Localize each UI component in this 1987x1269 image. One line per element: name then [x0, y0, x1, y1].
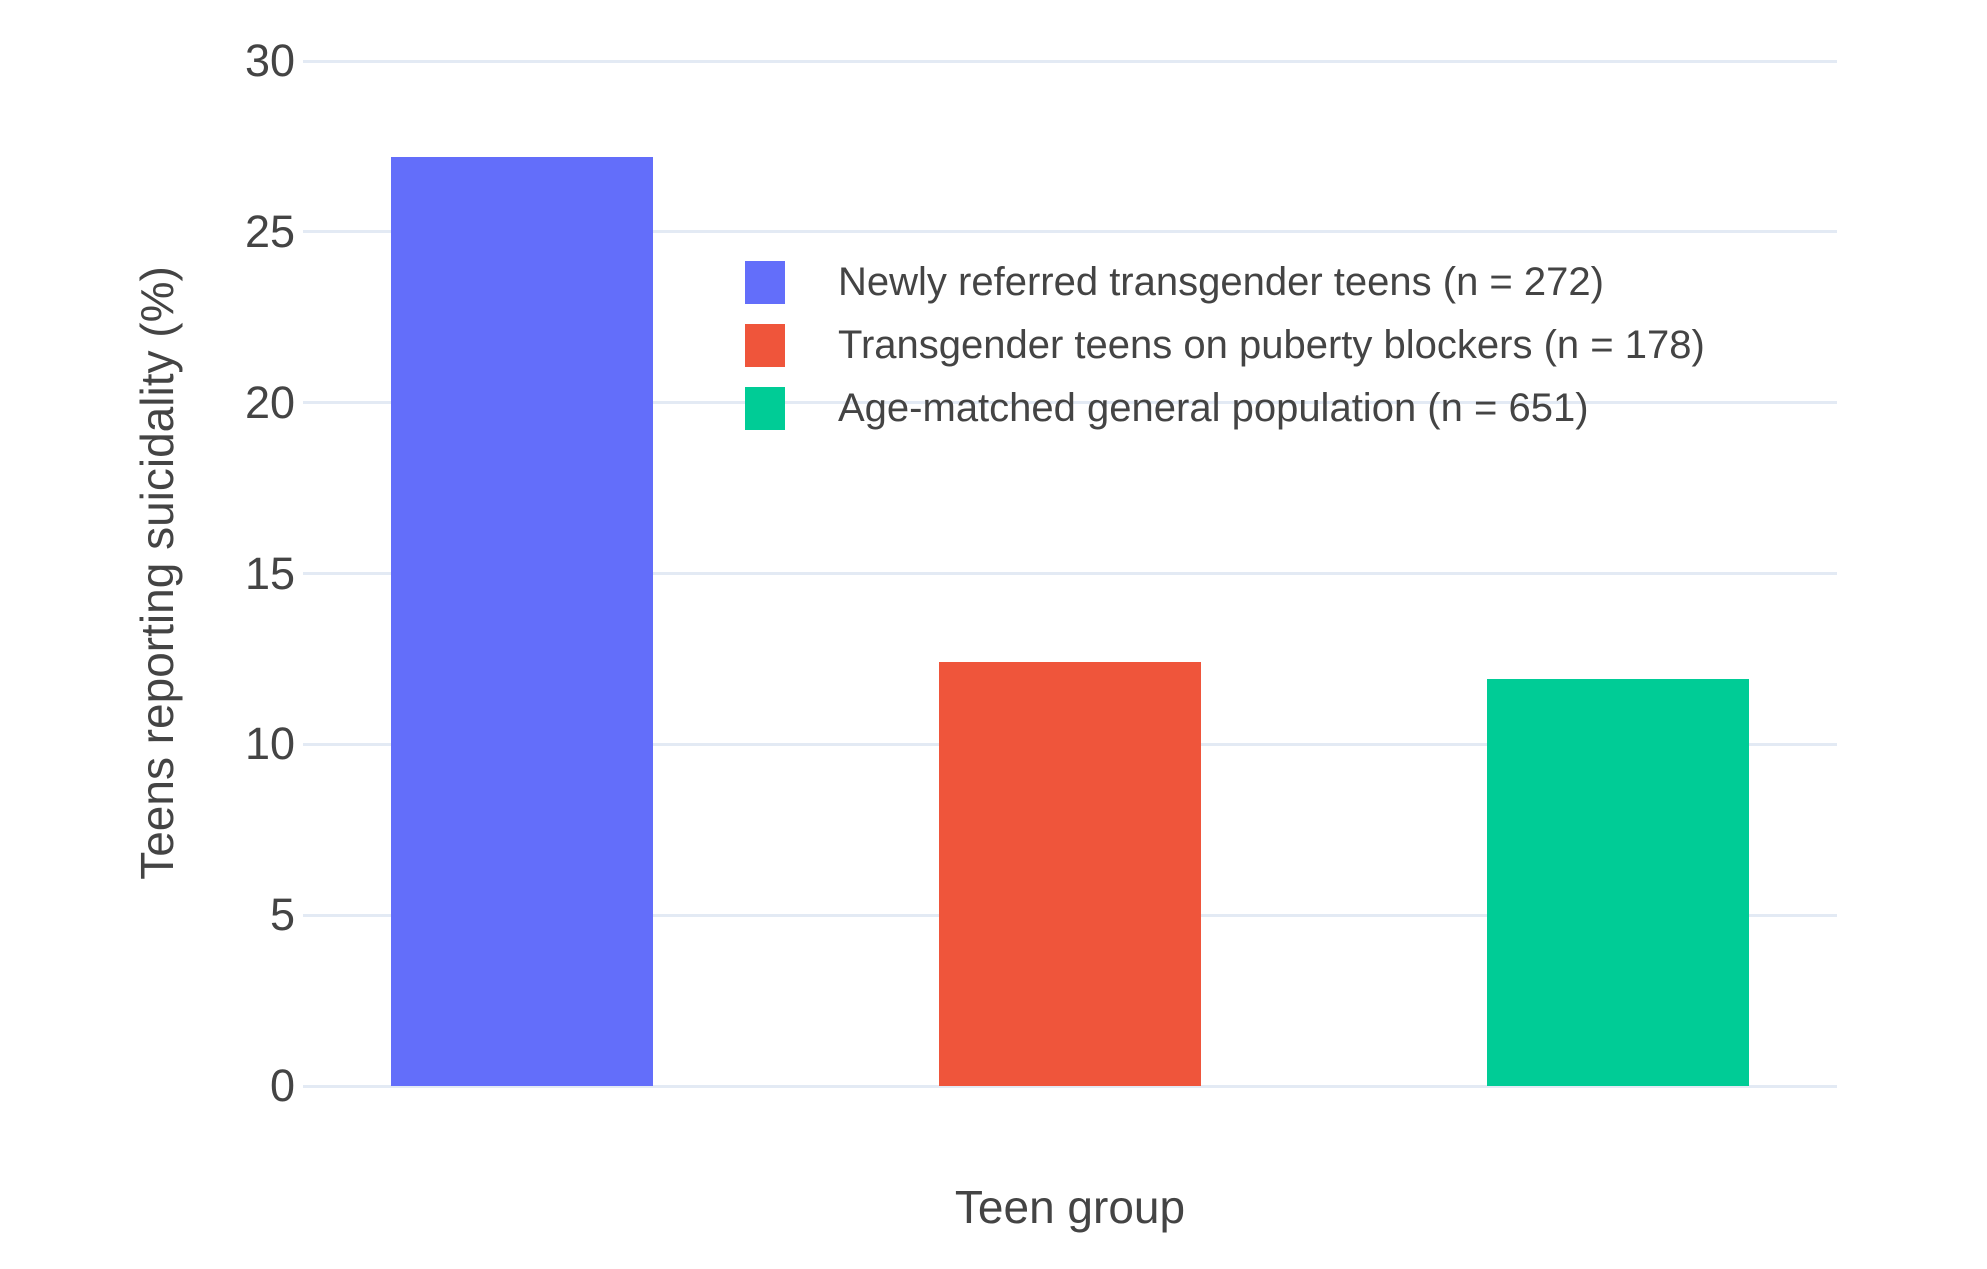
legend-label: Transgender teens on puberty blockers (n…	[838, 323, 1705, 367]
gridline-y-0	[303, 1084, 1837, 1088]
y-axis-title: Teens reporting suicidality (%)	[131, 266, 183, 880]
bar-2	[939, 662, 1201, 1086]
y-tick-label-10: 10	[244, 718, 295, 770]
legend-label: Age-matched general population (n = 651)	[838, 386, 1589, 430]
y-tick-label-30: 30	[244, 35, 295, 86]
legend-swatch-icon	[745, 387, 785, 430]
bar-1	[391, 156, 653, 1086]
y-tick-label-20: 20	[244, 376, 295, 428]
x-axis-title: Teen group	[954, 1181, 1186, 1233]
legend-item-3: Age-matched general population (n = 651)	[745, 377, 1705, 440]
y-tick-label-25: 25	[244, 205, 295, 257]
gridline-y-25	[303, 230, 1837, 234]
legend-swatch-icon	[745, 324, 785, 367]
legend-swatch-icon	[745, 261, 785, 304]
y-tick-label-5: 5	[269, 889, 295, 941]
gridline-y-15	[303, 572, 1837, 575]
bar-3	[1487, 679, 1749, 1086]
legend-item-2: Transgender teens on puberty blockers (n…	[745, 314, 1705, 377]
y-tick-label-15: 15	[244, 547, 295, 599]
legend: Newly referred transgender teens (n = 27…	[745, 251, 1705, 440]
gridline-y-30	[303, 59, 1837, 63]
legend-label: Newly referred transgender teens (n = 27…	[838, 260, 1604, 304]
y-tick-label-0: 0	[269, 1060, 295, 1111]
gridline-y-20	[303, 401, 1837, 405]
legend-item-1: Newly referred transgender teens (n = 27…	[745, 251, 1705, 314]
